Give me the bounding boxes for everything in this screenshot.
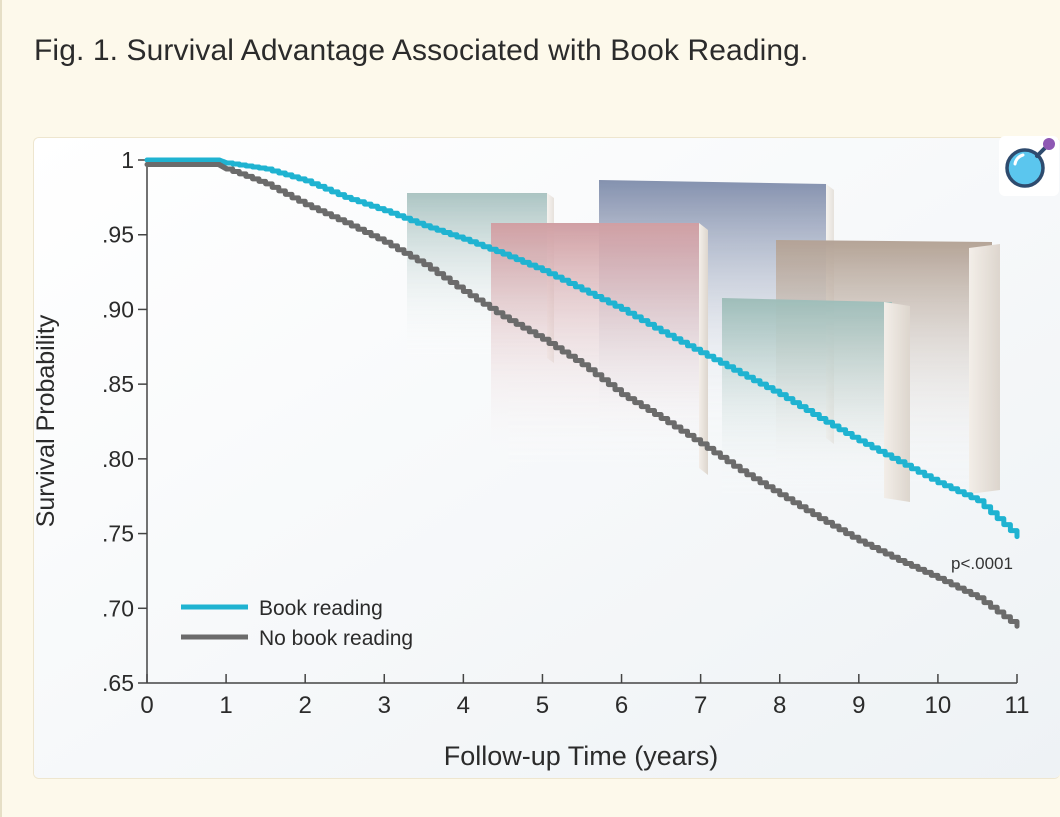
x-tick-label: 11 [1005,692,1030,719]
x-tick-label: 5 [536,692,549,719]
p-value-annotation: p<.0001 [951,554,1013,573]
y-tick-label: .95 [102,222,134,248]
x-tick-label: 1 [219,692,232,719]
legend-label-book-reading: Book reading [259,597,383,620]
y-tick-label: .90 [102,296,134,322]
x-axis-label: Follow-up Time (years) [444,741,719,771]
y-tick-label: .65 [102,670,134,696]
figure-title: Fig. 1. Survival Advantage Associated wi… [34,34,809,67]
y-tick-label: .80 [102,446,134,472]
x-tick-label: 6 [615,692,628,719]
legend: Book reading No book reading [181,597,413,650]
book-green-front [722,298,910,502]
y-ticks: 1 .95 .90 .85 .80 .75 .70 .65 [102,147,147,696]
y-tick-label: .75 [102,521,134,547]
y-axis-label: Survival Probability [34,314,60,527]
x-tick-label: 0 [140,692,153,719]
x-tick-label: 10 [925,692,952,719]
x-tick-label: 7 [694,692,707,719]
figure-card[interactable]: 1 .95 .90 .85 .80 .75 .70 .65 0 1 2 3 4 5 6 7 8 9 10 11 Su… [33,137,1060,779]
y-tick-label: 1 [121,147,134,173]
x-tick-label: 8 [773,692,786,719]
legend-label-no-book-reading: No book reading [259,627,413,650]
book-reading-line [144,157,1020,540]
axes [146,160,1017,684]
survival-chart: 1 .95 .90 .85 .80 .75 .70 .65 0 1 2 3 4 5 6 7 8 9 10 11 Su… [34,138,1060,778]
x-ticks: 0 1 2 3 4 5 6 7 8 9 10 11 [140,674,1029,719]
y-tick-label: .70 [102,595,134,621]
magnifier-lens-icon[interactable] [999,136,1059,196]
no-book-reading-line [144,162,1020,629]
x-tick-label: 3 [378,692,391,719]
x-tick-label: 4 [457,692,470,719]
series-layer [144,157,1020,629]
page-left-rule [0,0,2,817]
y-tick-label: .85 [102,371,134,397]
x-tick-label: 9 [852,692,865,719]
x-tick-label: 2 [299,692,312,719]
